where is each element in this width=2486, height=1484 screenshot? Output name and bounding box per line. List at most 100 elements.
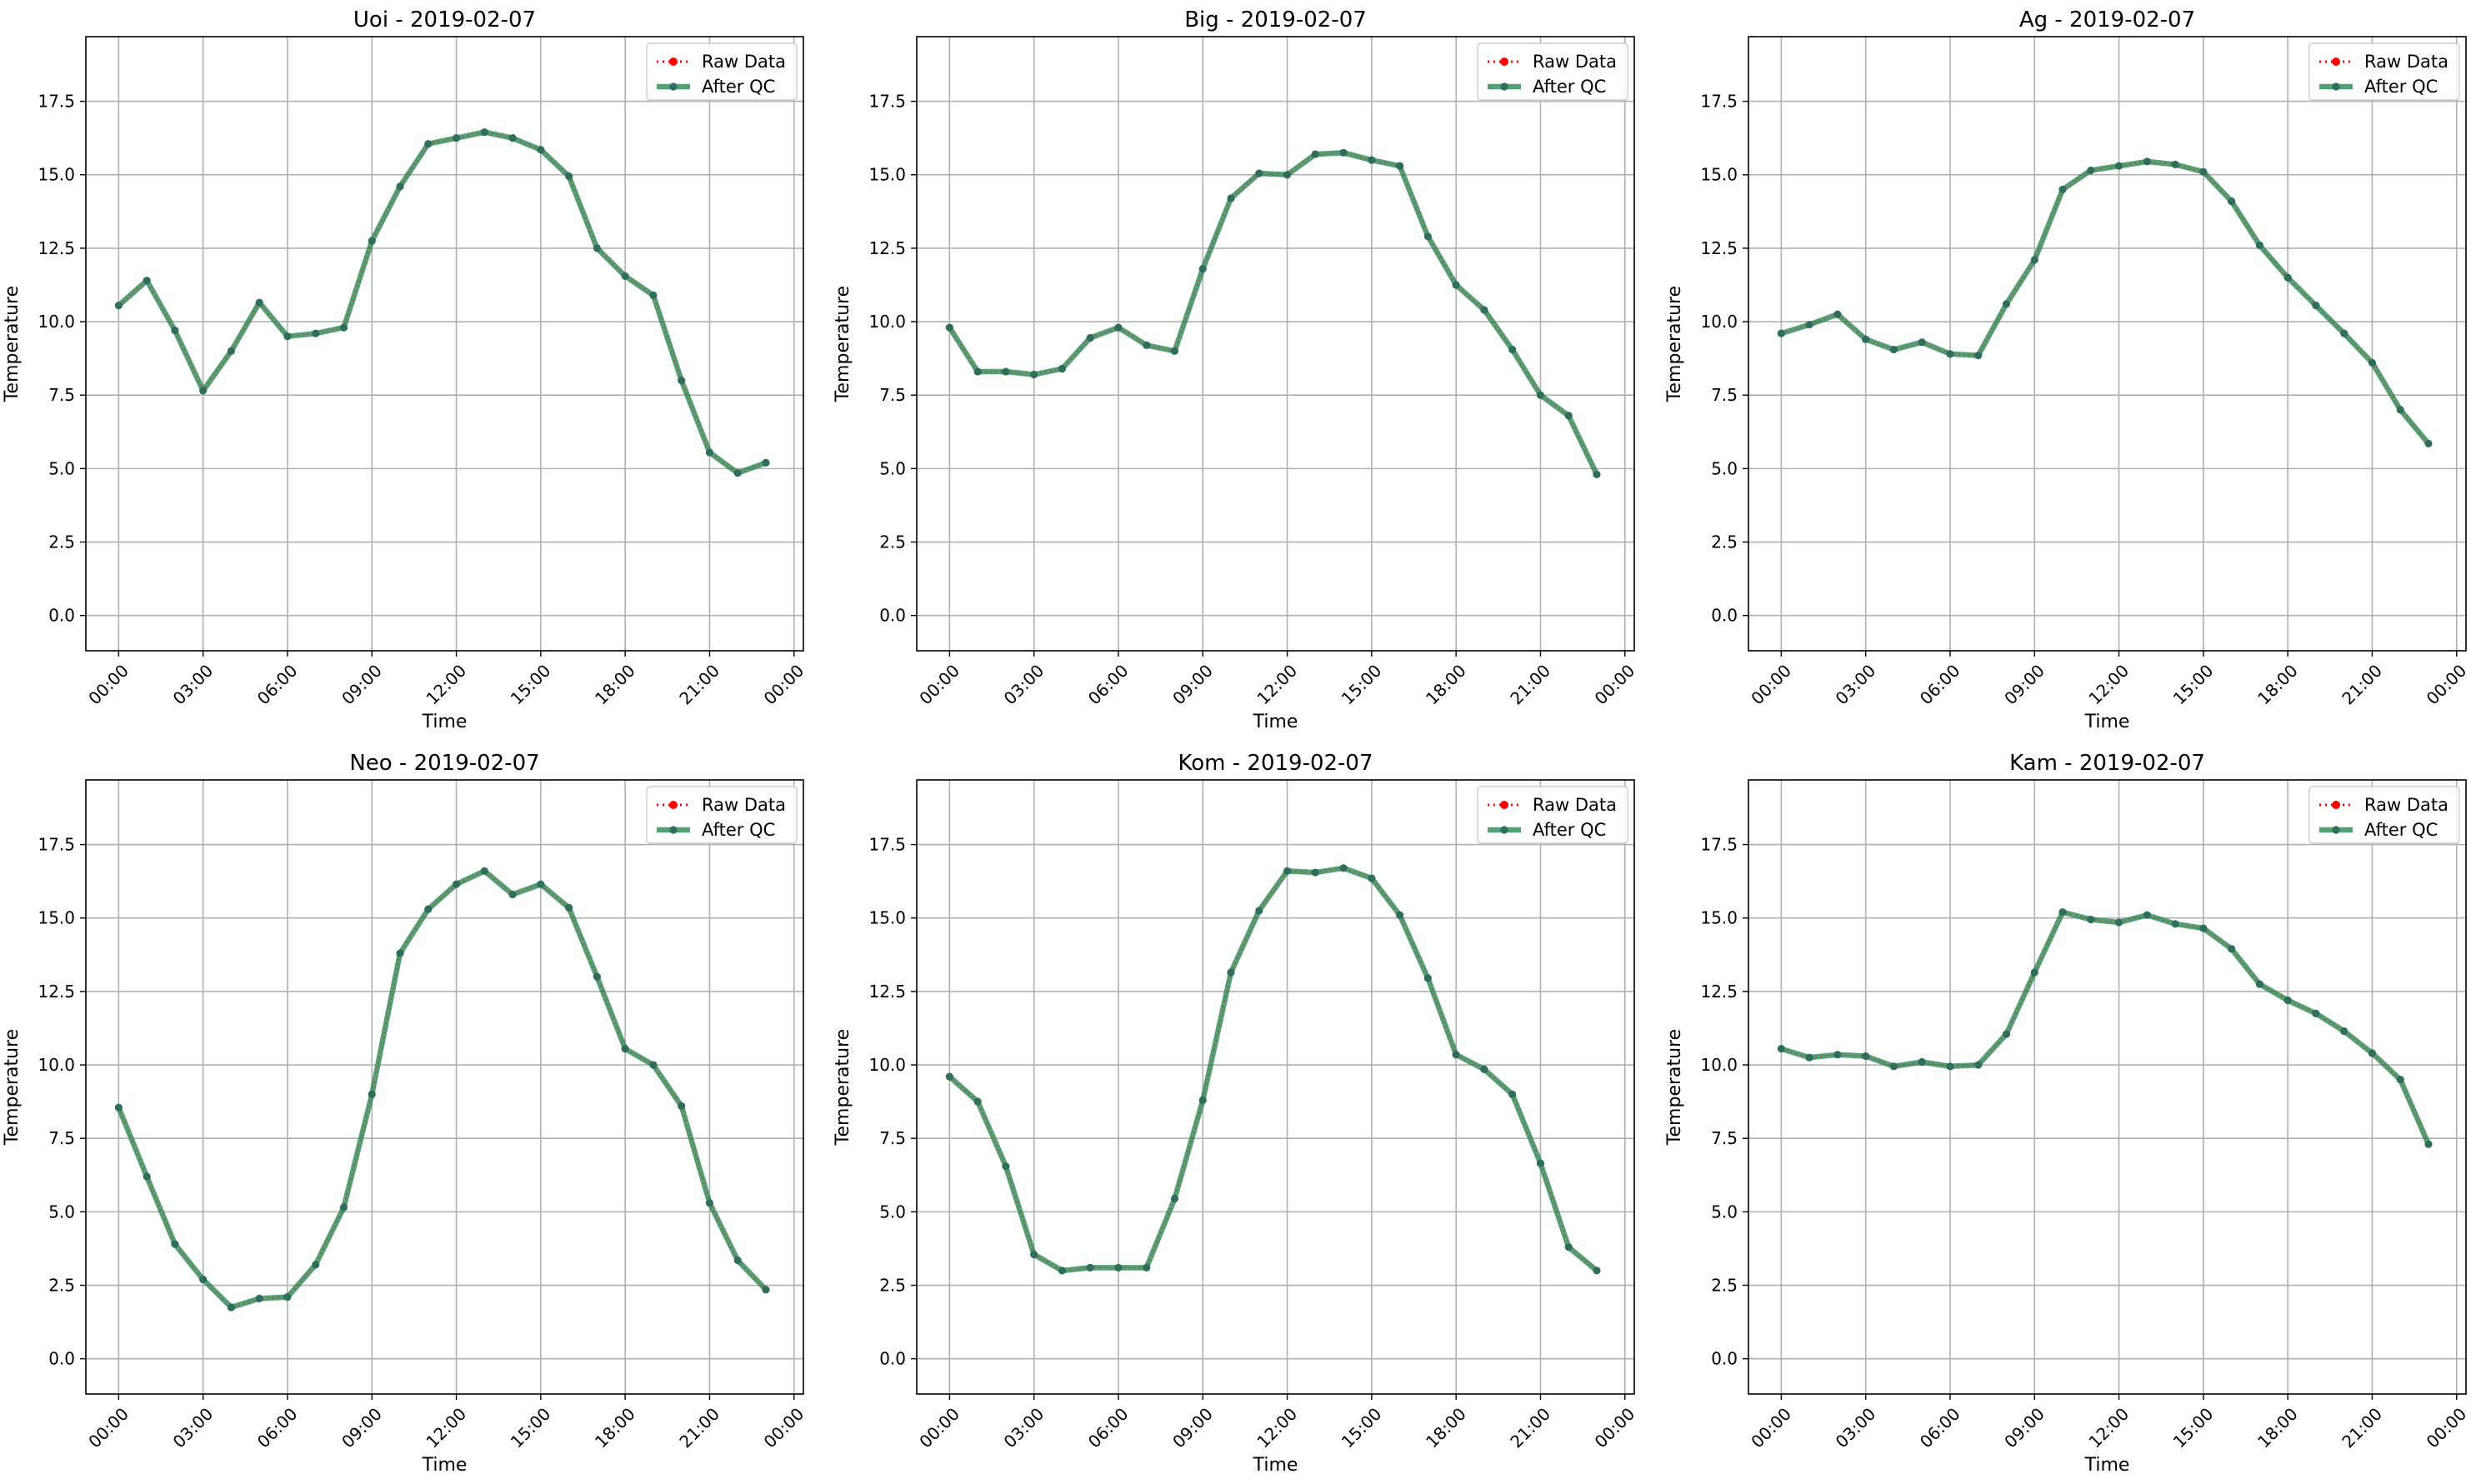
grid bbox=[86, 37, 803, 651]
series-after-qc-line bbox=[116, 868, 769, 1311]
after-qc-point bbox=[705, 1199, 714, 1207]
series-raw-data-line bbox=[948, 867, 1598, 1272]
x-tick-label: 21:00 bbox=[675, 661, 723, 709]
after-qc-point bbox=[1311, 868, 1319, 877]
after-qc-point bbox=[2114, 918, 2123, 927]
grid bbox=[86, 780, 803, 1394]
x-tick-label: 09:00 bbox=[338, 661, 386, 709]
legend: Raw Data After QC bbox=[646, 42, 798, 101]
after-qc-point bbox=[508, 890, 517, 899]
after-qc-point bbox=[312, 1261, 320, 1269]
after-qc-point bbox=[1058, 364, 1067, 373]
x-tick-label: 03:00 bbox=[1832, 661, 1880, 709]
after-qc-point bbox=[1508, 345, 1517, 354]
axes-frame bbox=[1748, 36, 2467, 652]
legend-raw-label: Raw Data bbox=[2364, 795, 2448, 815]
y-tick-label: 10.0 bbox=[868, 1055, 906, 1075]
x-tick-label: 06:00 bbox=[253, 661, 302, 709]
after-qc-point bbox=[255, 298, 263, 307]
x-tick-label: 00:00 bbox=[760, 1404, 808, 1452]
x-tick-label: 12:00 bbox=[2084, 1404, 2133, 1452]
y-tick-label: 0.0 bbox=[48, 606, 75, 626]
after-qc-point bbox=[1030, 1250, 1038, 1259]
after-qc-point bbox=[621, 272, 629, 280]
x-axis-label: Time bbox=[422, 1455, 468, 1476]
x-tick-label: 09:00 bbox=[1168, 1404, 1217, 1452]
after-qc-point bbox=[114, 302, 123, 310]
after-qc-point bbox=[1198, 264, 1207, 273]
x-tick-label: 15:00 bbox=[2169, 1404, 2218, 1452]
after-qc-point bbox=[1452, 1051, 1460, 1059]
y-tick-label: 17.5 bbox=[1700, 92, 1738, 112]
y-axis-label: Temperature bbox=[2, 1029, 23, 1146]
y-tick-label: 10.0 bbox=[38, 1055, 75, 1075]
after-qc-point bbox=[1030, 370, 1038, 379]
after-qc-point bbox=[2396, 1076, 2404, 1084]
after-qc-point bbox=[2171, 160, 2179, 168]
after-qc-point bbox=[312, 329, 320, 337]
after-qc-point bbox=[424, 140, 433, 148]
after-qc-point bbox=[2002, 300, 2011, 308]
after-qc-point bbox=[1423, 974, 1432, 982]
x-tick-label: 15:00 bbox=[2169, 661, 2218, 709]
y-tick-label: 17.5 bbox=[38, 92, 75, 112]
subplot-4: 0.0 2.5 5.0 7.5 10.0 12.5 15.0 17.5 00:00 03:00 06… bbox=[2, 751, 808, 1476]
after-qc-point bbox=[1480, 1065, 1488, 1073]
after-qc-point bbox=[593, 244, 601, 252]
after-qc-point bbox=[227, 347, 236, 355]
after-qc-point bbox=[1862, 1052, 1870, 1061]
x-axis-label: Time bbox=[422, 712, 468, 732]
y-tick-label: 0.0 bbox=[1711, 606, 1738, 626]
after-qc-point bbox=[1946, 1062, 1954, 1071]
after-qc-point bbox=[2199, 924, 2208, 932]
after-qc-point bbox=[2058, 908, 2067, 917]
legend-after-qc-marker bbox=[2332, 82, 2340, 91]
after-qc-point bbox=[508, 134, 517, 142]
series-raw-data-line bbox=[1781, 160, 2429, 445]
after-qc-point bbox=[678, 376, 686, 385]
after-qc-point bbox=[171, 327, 179, 335]
y-tick-label: 17.5 bbox=[38, 835, 75, 855]
after-qc-point bbox=[2396, 406, 2404, 414]
after-qc-point bbox=[396, 182, 404, 191]
after-qc-point bbox=[2228, 197, 2236, 206]
subplot-title: Big - 2019-02-07 bbox=[1184, 7, 1367, 32]
after-qc-point bbox=[1974, 1061, 1983, 1069]
x-tick-label: 00:00 bbox=[915, 1404, 963, 1452]
legend-raw-marker bbox=[2332, 801, 2340, 809]
after-qc-point bbox=[705, 448, 714, 457]
y-tick-label: 2.5 bbox=[48, 532, 75, 552]
series-after-qc-line bbox=[1778, 158, 2432, 447]
after-qc-point bbox=[1974, 352, 1983, 360]
x-tick-label: 18:00 bbox=[591, 1404, 639, 1452]
after-qc-point bbox=[1777, 329, 1785, 337]
x-tick-label: 21:00 bbox=[2338, 1404, 2386, 1452]
legend: Raw Data After QC bbox=[1477, 42, 1628, 101]
y-tick-label: 7.5 bbox=[48, 1128, 75, 1148]
after-qc-point bbox=[368, 237, 376, 245]
after-qc-point bbox=[1368, 874, 1376, 882]
legend-raw-label: Raw Data bbox=[2364, 52, 2448, 72]
x-tick-label: 12:00 bbox=[2084, 661, 2133, 709]
y-tick-label: 17.5 bbox=[1700, 835, 1738, 855]
x-tick-label: 15:00 bbox=[1338, 1404, 1386, 1452]
x-tick-label: 06:00 bbox=[1916, 1404, 1964, 1452]
after-qc-point bbox=[537, 146, 545, 154]
after-qc-point bbox=[452, 880, 461, 888]
after-qc-point bbox=[537, 880, 545, 888]
after-qc-point bbox=[1002, 1162, 1010, 1171]
x-tick-label: 00:00 bbox=[1747, 661, 1795, 709]
legend-after-qc-label: After QC bbox=[1533, 77, 1606, 97]
after-qc-point bbox=[565, 903, 573, 912]
x-tick-label: 21:00 bbox=[1506, 1404, 1554, 1452]
grid bbox=[917, 780, 1634, 1394]
after-qc-point bbox=[1114, 323, 1123, 332]
after-qc-point bbox=[1255, 169, 1263, 177]
after-qc-point bbox=[1777, 1045, 1785, 1053]
after-qc-point bbox=[396, 949, 404, 957]
after-qc-point bbox=[1227, 968, 1235, 977]
subplot-title: Ag - 2019-02-07 bbox=[2019, 7, 2195, 32]
y-tick-label: 12.5 bbox=[868, 982, 906, 1002]
after-qc-point bbox=[1805, 320, 1813, 329]
subplot-3: 0.0 2.5 5.0 7.5 10.0 12.5 15.0 17.5 00:00 03:00 06… bbox=[1664, 7, 2470, 732]
